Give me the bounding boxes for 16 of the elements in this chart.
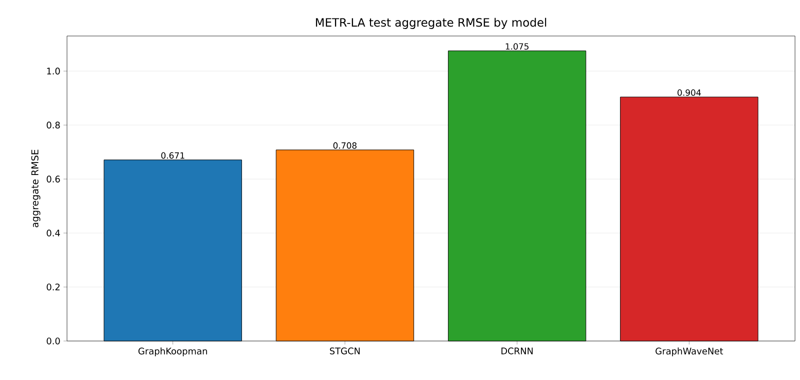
chart-title: METR-LA test aggregate RMSE by model <box>316 18 546 29</box>
y-tick-label: 0.8 <box>46 122 60 128</box>
data-label: 0.904 <box>678 89 701 96</box>
x-tick-label: GraphWaveNet <box>656 348 724 356</box>
y-tick-label: 1.0 <box>47 68 60 74</box>
x-tick-label: DCRNN <box>501 348 533 354</box>
y-tick-label: 0.2 <box>46 284 60 290</box>
data-label: 0.708 <box>333 142 357 149</box>
y-tick-label: 0.0 <box>46 338 60 344</box>
y-tick-label: 0.6 <box>46 176 60 182</box>
y-tick-label: 0.4 <box>46 230 60 236</box>
x-tick-label: STGCN <box>330 348 360 354</box>
x-tick-label: GraphKoopman <box>138 348 207 356</box>
y-axis-title: aggregate RMSE <box>31 150 40 228</box>
data-label: 0.671 <box>161 152 184 159</box>
data-label: 1.075 <box>506 43 528 50</box>
